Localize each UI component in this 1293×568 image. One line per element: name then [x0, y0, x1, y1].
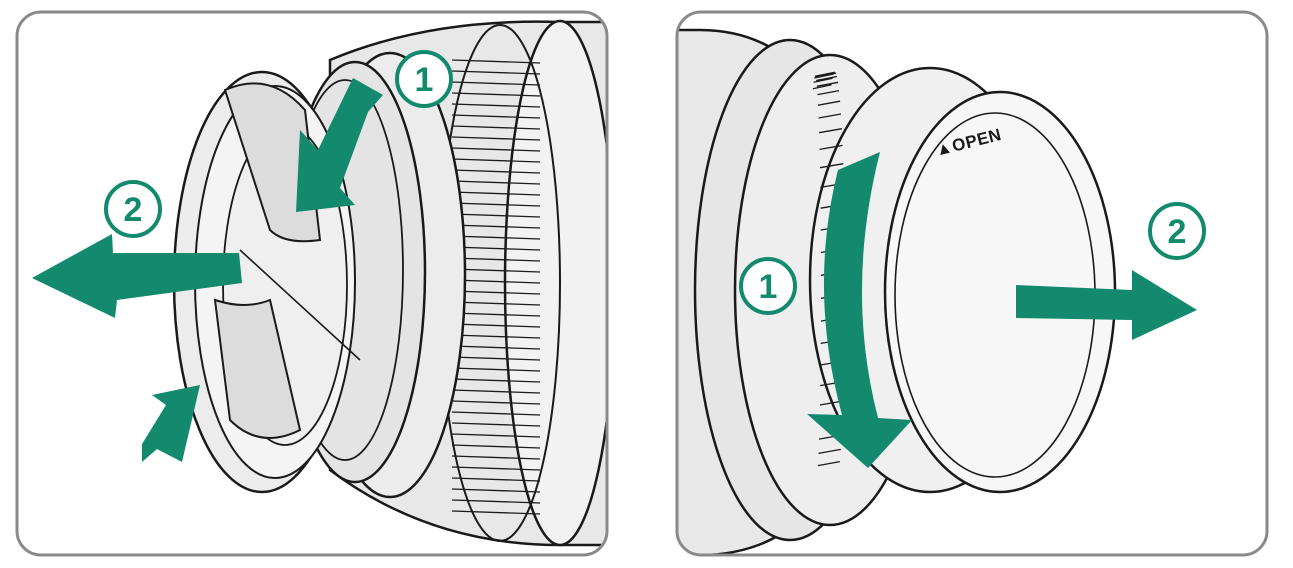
grip-rib-line: [451, 103, 541, 108]
grip-rib-line: [451, 169, 541, 174]
grip-rib-line: [451, 213, 541, 218]
step-badge-right-2: 2: [1148, 202, 1206, 260]
step-badge-left-2: 2: [104, 180, 162, 238]
grip-rib-line: [451, 290, 541, 295]
right-panel: ▲OPEN 1 2: [675, 10, 1269, 557]
grip-rib-line: [451, 466, 541, 471]
cap-ridge-line: [816, 81, 839, 87]
cap-ridge-line: [817, 460, 841, 467]
grip-rib-line: [451, 81, 541, 86]
grip-rib-line: [451, 400, 541, 405]
cap-ridge-line: [813, 77, 833, 83]
grip-rib-line: [451, 279, 541, 284]
grip-rib-line: [451, 301, 541, 306]
grip-rib-line: [451, 444, 541, 449]
grip-rib-line: [451, 191, 541, 196]
step-badge-left-1: 1: [395, 50, 453, 108]
left-panel-frame: [15, 10, 609, 557]
grip-rib-line: [451, 345, 541, 350]
grip-rib-line: [451, 312, 541, 317]
right-panel-frame: [675, 10, 1269, 557]
grip-rib-line: [451, 136, 541, 141]
grip-rib-line: [451, 59, 541, 64]
grip-rib-line: [451, 477, 541, 482]
grip-rib-line: [451, 202, 541, 207]
step-badge-right-1: 1: [739, 257, 797, 315]
cap-ridge-line: [812, 84, 832, 90]
grip-rib-line: [451, 147, 541, 152]
grip-rib-line: [451, 125, 541, 130]
grip-rib-line: [451, 114, 541, 119]
press-arrow-bottom: [142, 385, 200, 462]
step-number-right-1: 1: [759, 268, 778, 306]
step-number-left-2: 2: [124, 191, 143, 229]
grip-rib-line: [451, 389, 541, 394]
grip-rib-line: [451, 92, 541, 97]
step-number-left-1: 1: [415, 61, 434, 99]
cap-ridge-line: [818, 448, 841, 455]
grip-rib-line: [451, 356, 541, 361]
grip-rib-line: [451, 455, 541, 460]
cap-ridge-line: [814, 71, 835, 77]
grip-rib-line: [451, 268, 541, 273]
cap-ridge-line: [818, 113, 842, 119]
cap-ridge-line: [816, 75, 838, 82]
step-number-right-2: 2: [1168, 213, 1187, 251]
pull-arrow-left: [32, 234, 242, 318]
rotate-arrow: [807, 152, 912, 468]
press-arrow-top: [296, 78, 383, 212]
cap-ridge-line: [815, 72, 837, 78]
grip-rib-line: [451, 235, 541, 240]
pull-arrow-right: [1016, 270, 1197, 340]
cap-ridge-line: [817, 100, 841, 106]
grip-rib-line: [451, 433, 541, 438]
grip-rib-line: [451, 422, 541, 427]
grip-rib-line: [451, 323, 541, 328]
grip-rib-line: [451, 510, 541, 515]
grip-rib-line: [451, 411, 541, 416]
grip-rib-line: [451, 334, 541, 339]
grip-rib-line: [451, 499, 541, 504]
cap-ridge-line: [819, 144, 843, 151]
grip-ring-ribs: [451, 59, 541, 515]
grip-rib-line: [451, 257, 541, 262]
cap-ridge-line: [818, 128, 843, 134]
cap-ridge-line: [819, 163, 844, 169]
left-panel: 1 2: [15, 10, 609, 557]
grip-rib-line: [451, 180, 541, 185]
grip-rib-line: [451, 158, 541, 163]
grip-rib-line: [451, 246, 541, 251]
grip-rib-line: [451, 367, 541, 372]
grip-rib-line: [451, 70, 541, 75]
grip-rib-line: [451, 224, 541, 229]
cap-ridge-line: [817, 89, 840, 96]
grip-rib-line: [451, 378, 541, 383]
grip-rib-line: [451, 488, 541, 493]
